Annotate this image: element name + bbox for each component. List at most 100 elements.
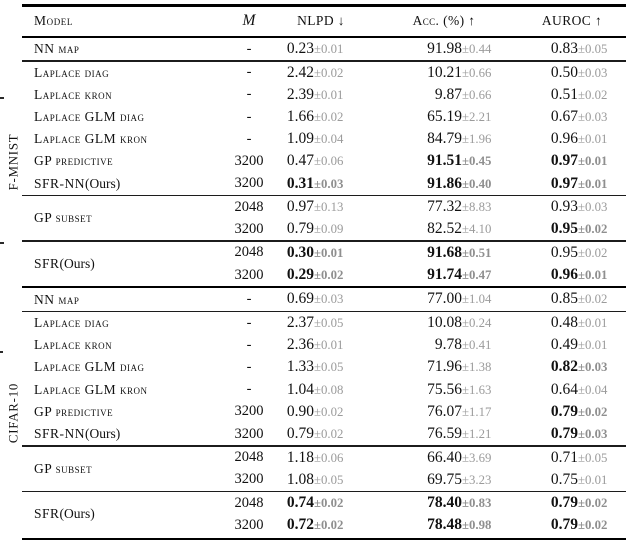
nlpd-value: 1.33 (286, 358, 314, 376)
auroc-error: ±0.02 (578, 222, 608, 237)
table-row: SFR-NN (Ours) 3200 0.31±0.03 91.86±0.40 0.97… (0, 173, 626, 195)
acc-error: ±4.10 (462, 222, 492, 237)
model-name-span: GP subset (34, 210, 92, 226)
acc-value-cell: 91.68±0.51 (370, 242, 518, 264)
acc-value-cell: 91.74±0.47 (370, 264, 518, 286)
auroc-value: 0.97 (550, 174, 578, 192)
model-name-cell (30, 218, 226, 240)
nlpd-error: ±0.01 (314, 87, 344, 102)
acc-error: ±1.38 (462, 360, 492, 375)
nlpd-error: ±0.02 (314, 518, 344, 533)
nlpd-error: ±0.05 (314, 315, 344, 330)
m-value-cell: 3200 (234, 220, 264, 237)
acc-error: ±0.83 (462, 496, 492, 511)
acc-value: 77.32 (427, 198, 462, 216)
m-value-cell: - (246, 291, 252, 307)
acc-error: ±1.17 (462, 404, 492, 419)
auroc-value: 0.79 (550, 516, 578, 534)
acc-value: 75.56 (427, 380, 462, 398)
acc-value-cell: 65.19±2.21 (370, 106, 518, 128)
model-name-smallcaps: Laplace GLM kron (34, 381, 148, 397)
auroc-error: ±0.01 (578, 315, 608, 330)
nlpd-value-cell: 0.74±0.02 (272, 492, 370, 514)
auroc-value-cell: 0.67±0.03 (518, 106, 626, 128)
acc-value-cell: 77.32±8.83 (370, 196, 518, 218)
nlpd-value: 0.79 (286, 424, 314, 442)
acc-value-cell: 91.86±0.40 (370, 173, 518, 195)
auroc-value-cell: 0.51±0.02 (518, 84, 626, 106)
table-row: 3200 0.29±0.02 91.74±0.47 0.96±0.01 (0, 264, 626, 286)
acc-value-cell: 84.79±1.96 (370, 128, 518, 150)
auroc-error: ±0.02 (578, 87, 608, 102)
nlpd-error: ±0.05 (314, 360, 344, 375)
auroc-error: ±0.03 (578, 360, 608, 375)
model-name-cell (30, 514, 226, 536)
acc-value-cell: 9.87±0.66 (370, 84, 518, 106)
acc-error: ±1.21 (462, 426, 492, 441)
dataset-group: F-MNIST NN map -0.23±0.01 91.98±0.44 0.83±0.… (0, 38, 626, 286)
auroc-error: ±0.02 (578, 245, 608, 260)
auroc-value: 0.51 (550, 85, 578, 103)
model-name-smallcaps: GP subset (34, 460, 93, 476)
table-row: GP predictive 3200 0.90±0.02 76.07±1.17 0.79… (0, 401, 626, 423)
nlpd-value: 2.36 (286, 336, 314, 354)
acc-value: 66.40 (427, 448, 462, 466)
table-row: Laplace GLM kron -1.09±0.04 84.79±1.96 0.96… (0, 128, 626, 150)
acc-error: ±8.83 (462, 200, 492, 215)
acc-value-cell: 69.75±3.23 (370, 469, 518, 491)
acc-error: ±0.98 (462, 518, 492, 533)
acc-error: ±1.63 (462, 382, 492, 397)
acc-value: 77.00 (427, 290, 462, 308)
acc-error: ±0.66 (462, 87, 492, 102)
model-name-cell: SFR-NN (Ours) (30, 423, 226, 445)
table-row: Laplace diag -2.42±0.02 10.21±0.66 0.50±0.0… (0, 62, 626, 84)
acc-value: 91.74 (427, 266, 462, 284)
model-name-cell: GP subset (30, 196, 226, 225)
model-name-cell: Laplace diag (30, 312, 226, 334)
header-model: Model (34, 13, 73, 29)
acc-value-cell: 10.21±0.66 (370, 62, 518, 84)
auroc-error: ±0.02 (578, 292, 608, 307)
nlpd-error: ±0.03 (314, 292, 344, 307)
nlpd-value: 0.72 (286, 516, 314, 534)
auroc-value-cell: 0.95±0.02 (518, 218, 626, 240)
model-name-span: SFR (Ours) (34, 506, 95, 522)
table-row: 3200 1.08±0.05 69.75±3.23 0.75±0.01 (0, 469, 626, 491)
acc-error: ±0.41 (462, 338, 492, 353)
auroc-value: 0.49 (550, 336, 578, 354)
auroc-value-cell: 0.97±0.01 (518, 173, 626, 195)
auroc-value: 0.67 (550, 107, 578, 125)
nlpd-value: 0.79 (286, 220, 314, 238)
model-name-cell: SFR-NN (Ours) (30, 173, 226, 195)
dataset-divider-rule (22, 286, 626, 289)
nlpd-value: 0.74 (286, 494, 314, 512)
nlpd-error: ±0.06 (314, 450, 344, 465)
model-name-cell: NN map (30, 288, 226, 310)
acc-value-cell: 76.59±1.21 (370, 423, 518, 445)
auroc-value-cell: 0.83±0.05 (518, 38, 626, 60)
table-row: SFR (Ours) 2048 0.30±0.01 91.68±0.51 0.95±0.… (0, 242, 626, 271)
auroc-error: ±0.05 (578, 41, 608, 56)
model-name-span: GP subset (34, 461, 92, 477)
acc-value-cell: 9.78±0.41 (370, 334, 518, 356)
table-row: NN map -0.23±0.01 91.98±0.44 0.83±0.05 (0, 38, 626, 60)
top-rule (22, 4, 626, 7)
model-name-smallcaps: Laplace diag (34, 64, 110, 80)
model-name-cell (30, 264, 226, 286)
model-name-cell: Laplace GLM diag (30, 106, 226, 128)
acc-value: 10.08 (427, 313, 462, 331)
model-name-cell: GP predictive (30, 150, 226, 172)
nlpd-value-cell: 1.18±0.06 (272, 447, 370, 469)
margin-artifact-dash (0, 242, 4, 244)
nlpd-value: 0.90 (286, 402, 314, 420)
m-value-cell: - (246, 64, 252, 81)
auroc-error: ±0.03 (578, 426, 608, 441)
nlpd-value: 0.69 (286, 290, 314, 308)
dataset-group: CIFAR-10 NN map -0.69±0.03 77.00±1.04 0.85±0… (0, 288, 626, 536)
table-row: Laplace kron -2.39±0.01 9.87±0.66 0.51±0.02 (0, 84, 626, 106)
table-row: Laplace GLM diag -1.66±0.02 65.19±2.21 0.67… (0, 106, 626, 128)
model-name-smallcaps: SFR-NN (34, 426, 86, 442)
table-header-row: Model M NLPD ↓ Acc. (%) ↑ AUROC ↑ (0, 7, 626, 36)
auroc-value-cell: 0.96±0.01 (518, 128, 626, 150)
acc-value: 9.78 (434, 336, 462, 354)
